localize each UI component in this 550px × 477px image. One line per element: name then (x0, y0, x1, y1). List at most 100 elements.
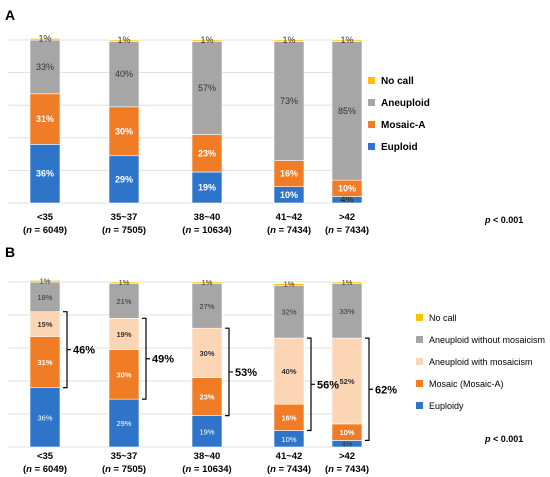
bar-segment-aneuploid-without-mosaicism (108, 283, 140, 319)
bracket-line (63, 311, 71, 389)
n-part: ( (23, 225, 27, 236)
x-tick-label: 41~42 (276, 451, 303, 462)
bar-segment-no-call (331, 281, 363, 284)
data-label: 29% (115, 174, 133, 184)
n-part: 7434 (345, 464, 367, 475)
data-label: 15% (37, 320, 52, 329)
data-label: 31% (37, 358, 52, 367)
bracket-line (365, 337, 373, 441)
legend-swatch (368, 143, 375, 150)
chart-panel-b: B36%31%15%18%1%<35(n = 6049)29%30%19%21%… (5, 244, 545, 475)
legend-label: Euploid (381, 142, 418, 153)
bracket-line (307, 337, 315, 432)
p-symbol: p (484, 434, 491, 444)
legend-swatch (416, 314, 423, 321)
bracket-label: 53% (235, 367, 257, 379)
data-label: 10% (281, 435, 296, 444)
n-part: ) (64, 464, 67, 475)
bar-segment-aneuploid-with-mosaicism (331, 337, 363, 425)
panel-label: A (5, 7, 15, 23)
bar-segment-euploid (29, 144, 61, 204)
n-part: = (32, 225, 43, 236)
data-label: 85% (338, 106, 356, 116)
data-label: 40% (281, 367, 296, 376)
legend-label: No call (429, 313, 457, 323)
x-tick-n-label: (n = 7505) (102, 464, 146, 475)
bar-segment-euploidy (191, 415, 223, 448)
legend-label: Euploidy (429, 401, 464, 411)
bar-segment-mosaic-mosaic-a- (273, 403, 305, 431)
x-tick-n-label: (n = 7434) (325, 464, 369, 475)
data-label: 30% (199, 349, 214, 358)
bar-segment-euploidy (108, 398, 140, 448)
data-label: 30% (116, 370, 131, 379)
n-part: = (111, 225, 122, 236)
n-part: n (26, 225, 32, 236)
legend-swatch (368, 121, 375, 128)
n-part: ) (366, 225, 369, 236)
data-label: 16% (280, 169, 298, 179)
n-part: ( (102, 225, 106, 236)
bar-segment-mosaic-a (108, 106, 140, 157)
n-part: ( (23, 464, 27, 475)
n-part: ) (229, 464, 232, 475)
data-label: 40% (115, 69, 133, 79)
x-tick-n-label: (n = 10634) (182, 464, 231, 475)
n-part: ( (102, 464, 106, 475)
data-label: 33% (339, 307, 354, 316)
bar-segment-no-call (29, 38, 61, 41)
bracket-line (142, 317, 150, 400)
data-label: 18% (37, 293, 52, 302)
bar-segment-euploid (108, 155, 140, 204)
n-part: ) (229, 225, 232, 236)
data-label: 10% (338, 183, 356, 193)
n-part: ) (308, 464, 311, 475)
n-part: = (334, 464, 345, 475)
n-part: ) (143, 464, 146, 475)
legend-label: Aneuploid without mosaicism (429, 335, 545, 345)
data-label: 1% (119, 278, 130, 287)
bar-segment-no-call (108, 281, 140, 284)
data-label: 1% (202, 278, 213, 287)
bar-segment-aneuploid-with-mosaicism (108, 317, 140, 350)
x-tick-label: 35~37 (111, 451, 138, 462)
x-tick-n-label: (n = 7434) (267, 464, 311, 475)
n-part: n (105, 464, 111, 475)
data-label: 1% (284, 280, 295, 289)
data-label: 29% (116, 419, 131, 428)
panel-label: B (5, 244, 15, 260)
n-part: = (32, 464, 43, 475)
bar-segment-aneuploid (273, 41, 305, 161)
data-label: 10% (280, 190, 298, 200)
n-part: n (185, 464, 191, 475)
bar-segment-aneuploid (29, 39, 61, 95)
n-part: ( (267, 464, 271, 475)
n-part: n (270, 464, 276, 475)
bar-segment-no-call (273, 39, 305, 42)
n-part: 7434 (287, 225, 309, 236)
n-part: 6049 (43, 225, 64, 236)
data-label: 1% (40, 276, 51, 285)
x-tick-label: 38~40 (194, 212, 221, 223)
n-part: 10634 (202, 225, 229, 236)
p-text: < 0.001 (491, 215, 524, 225)
n-part: ( (182, 225, 186, 236)
x-tick-label: <35 (37, 451, 54, 462)
legend-label: No call (381, 76, 414, 87)
bar-segment-aneuploid-without-mosaicism (191, 283, 223, 329)
data-label: 16% (281, 413, 296, 422)
bar-segment-no-call (331, 39, 363, 42)
data-label: 4% (342, 440, 353, 449)
n-part: 7434 (287, 464, 309, 475)
n-part: = (191, 464, 202, 475)
x-tick-label: 41~42 (276, 212, 303, 223)
n-part: ) (64, 225, 67, 236)
bar-segment-mosaic-a (29, 93, 61, 145)
bar-segment-aneuploid (331, 41, 363, 181)
data-label: 33% (36, 62, 54, 72)
n-part: n (328, 225, 334, 236)
n-part: ( (325, 464, 329, 475)
x-tick-label: >42 (339, 451, 355, 462)
data-label: 19% (199, 427, 214, 436)
